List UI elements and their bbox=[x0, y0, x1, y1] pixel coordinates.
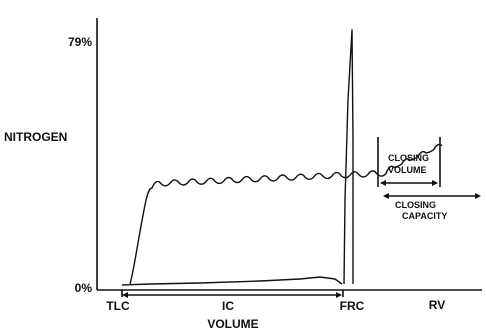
x-marker-tlc: TLC bbox=[106, 299, 130, 313]
closing-volume-arrowhead-right bbox=[432, 180, 438, 186]
y-axis-label: NITROGEN bbox=[4, 130, 67, 144]
ic-arrowhead-right bbox=[336, 292, 342, 298]
nitrogen-trace bbox=[121, 143, 443, 286]
closing-volume-label-1: CLOSING bbox=[388, 153, 429, 163]
ic-arrowhead-left bbox=[122, 292, 128, 298]
closing-capacity-label-1: CLOSING bbox=[395, 200, 436, 210]
closing-capacity-arrowhead-right bbox=[475, 193, 481, 199]
y-tick-0: 0% bbox=[75, 281, 93, 295]
x-marker-frc: FRC bbox=[340, 299, 365, 313]
y-tick-79: 79% bbox=[68, 35, 92, 49]
closing-volume-arrowhead-left bbox=[380, 180, 386, 186]
closing-volume-label-2: VOLUME bbox=[388, 165, 427, 175]
closing-capacity-label-2: CAPACITY bbox=[402, 211, 447, 221]
x-marker-ic: IC bbox=[222, 299, 234, 313]
x-axis-label: VOLUME bbox=[207, 317, 258, 331]
frc-spike bbox=[343, 29, 354, 285]
x-marker-rv: RV bbox=[429, 298, 445, 312]
closing-capacity-arrowhead-left bbox=[383, 193, 389, 199]
